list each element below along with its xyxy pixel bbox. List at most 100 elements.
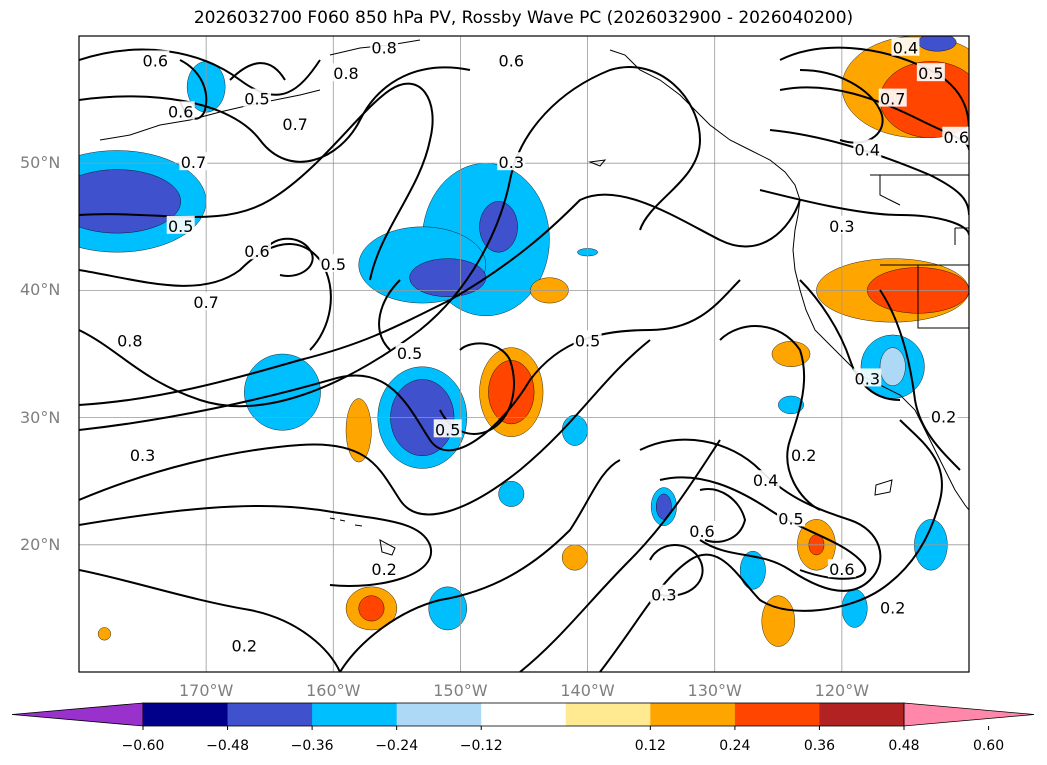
contour-line	[264, 237, 314, 277]
contour-line	[79, 279, 741, 452]
contour-label-bg	[878, 597, 907, 616]
colorbar-tick-label: −0.12	[459, 738, 503, 754]
contour-line	[79, 48, 321, 96]
colorbar-segment	[819, 703, 905, 726]
pv-anomaly-patch	[488, 360, 535, 425]
pv-anomaly-patch	[561, 414, 588, 446]
contour-label-bg	[853, 139, 882, 158]
contour-label: 0.5	[778, 509, 803, 528]
contour-line	[699, 488, 747, 543]
pv-anomaly-patch	[841, 589, 868, 628]
contour-line	[879, 289, 961, 471]
longitude-label: 130°W	[687, 681, 742, 700]
contour-label: 0.4	[855, 140, 880, 159]
contour-line	[79, 243, 332, 351]
contour-label-bg	[433, 419, 462, 438]
map-title: 2026032700 F060 850 hPa PV, Rossby Wave …	[193, 8, 854, 28]
contour-line	[639, 438, 882, 592]
contour-label-bg	[281, 114, 310, 133]
colorbar-segment	[734, 703, 820, 726]
contour-label: 0.2	[931, 408, 956, 427]
contour-label-bg	[751, 470, 780, 489]
contour-label: 0.5	[397, 344, 422, 363]
colorbar-tick-label: −0.60	[121, 738, 165, 754]
contour-label-bg	[166, 101, 195, 120]
contour-label-bg	[370, 559, 399, 578]
contour-label-bg	[916, 63, 945, 82]
contour-label-bg	[230, 635, 259, 654]
contour-labels: 0.6 0.6 0.7 0.5 0.6 0.7 0.8 0.5 0.7 0.8 0.8 0.6 0.3 0…	[115, 37, 969, 656]
contour-label-bg	[929, 406, 958, 425]
contour-label-bg	[789, 444, 818, 463]
contour-label-bg	[319, 253, 348, 272]
colorbar-frame	[142, 702, 905, 727]
contour-label: 0.3	[829, 217, 854, 236]
contour-label: 0.5	[244, 90, 269, 109]
longitude-label: 120°W	[814, 681, 870, 700]
contour-line	[649, 544, 704, 597]
pv-anomaly-patch	[428, 586, 467, 631]
contour-label: 0.6	[689, 522, 714, 541]
contour-line	[79, 505, 433, 587]
contour-label: 0.5	[168, 217, 193, 236]
contour-line	[599, 419, 943, 672]
pv-anomaly-patch	[79, 169, 181, 234]
contour-label-bg	[192, 292, 221, 311]
contour-label-bg	[497, 50, 526, 69]
island-revillagigedo	[874, 479, 893, 496]
pv-anomaly-patch	[358, 595, 385, 622]
colorbar-tick-label: −0.36	[290, 738, 334, 754]
pv-contours	[79, 46, 969, 672]
latitude-label: 30°N	[20, 407, 61, 427]
contour-label: 0.6	[143, 51, 168, 70]
contour-label-bg	[827, 215, 856, 234]
colorbar-segment	[650, 703, 736, 726]
colorbar-segment	[143, 703, 229, 726]
contour-label: 0.6	[244, 242, 269, 261]
contour-label-bg	[688, 521, 716, 540]
contour-label: 0.3	[130, 446, 155, 465]
pv-anomaly-patch	[739, 550, 766, 590]
contour-label: 0.2	[371, 560, 396, 579]
contour-label: 0.6	[944, 128, 969, 147]
contour-label: 0.5	[918, 64, 943, 83]
contour-label-bg	[827, 559, 856, 578]
longitude-label: 160°W	[306, 681, 361, 700]
longitude-label: 150°W	[433, 681, 488, 700]
pv-anomaly-patch	[761, 595, 796, 647]
latitude-label: 20°N	[20, 534, 61, 554]
state-border-2	[879, 175, 901, 206]
pv-anomaly-patch	[656, 493, 672, 520]
contour-label-bg	[179, 152, 208, 171]
contour-line	[79, 569, 341, 672]
hawaii-islands	[329, 517, 363, 527]
contour-label: 0.5	[321, 255, 346, 274]
contour-label: 0.3	[855, 369, 880, 388]
contour-label: 0.5	[435, 420, 460, 439]
contour-label-bg	[166, 215, 195, 234]
colorbar	[11, 702, 1035, 730]
pv-anomaly-patch	[771, 341, 811, 367]
state-border-3	[917, 265, 969, 329]
contour-line	[79, 66, 471, 163]
contour-label-bg	[497, 152, 526, 171]
contour-label: 0.2	[791, 446, 816, 465]
contour-label: 0.7	[193, 293, 218, 312]
contour-line	[339, 459, 621, 672]
contour-line	[519, 439, 721, 672]
gridlines	[79, 36, 969, 672]
pv-anomaly-patch	[345, 398, 372, 463]
colorbar-extend-max	[903, 702, 1035, 727]
contour-line	[79, 66, 702, 408]
contour-label: 0.8	[333, 64, 358, 83]
contour-label: 0.2	[880, 598, 905, 617]
pv-anomaly-patches	[79, 36, 969, 647]
contour-label-bg	[243, 88, 271, 107]
colorbar-tick-label: 0.48	[888, 738, 920, 754]
pv-anomaly-patch	[561, 544, 588, 571]
colorbar-segment	[481, 703, 567, 726]
contour-label: 0.6	[499, 51, 524, 70]
contour-label-bg	[649, 584, 678, 603]
contour-label: 0.6	[829, 560, 854, 579]
